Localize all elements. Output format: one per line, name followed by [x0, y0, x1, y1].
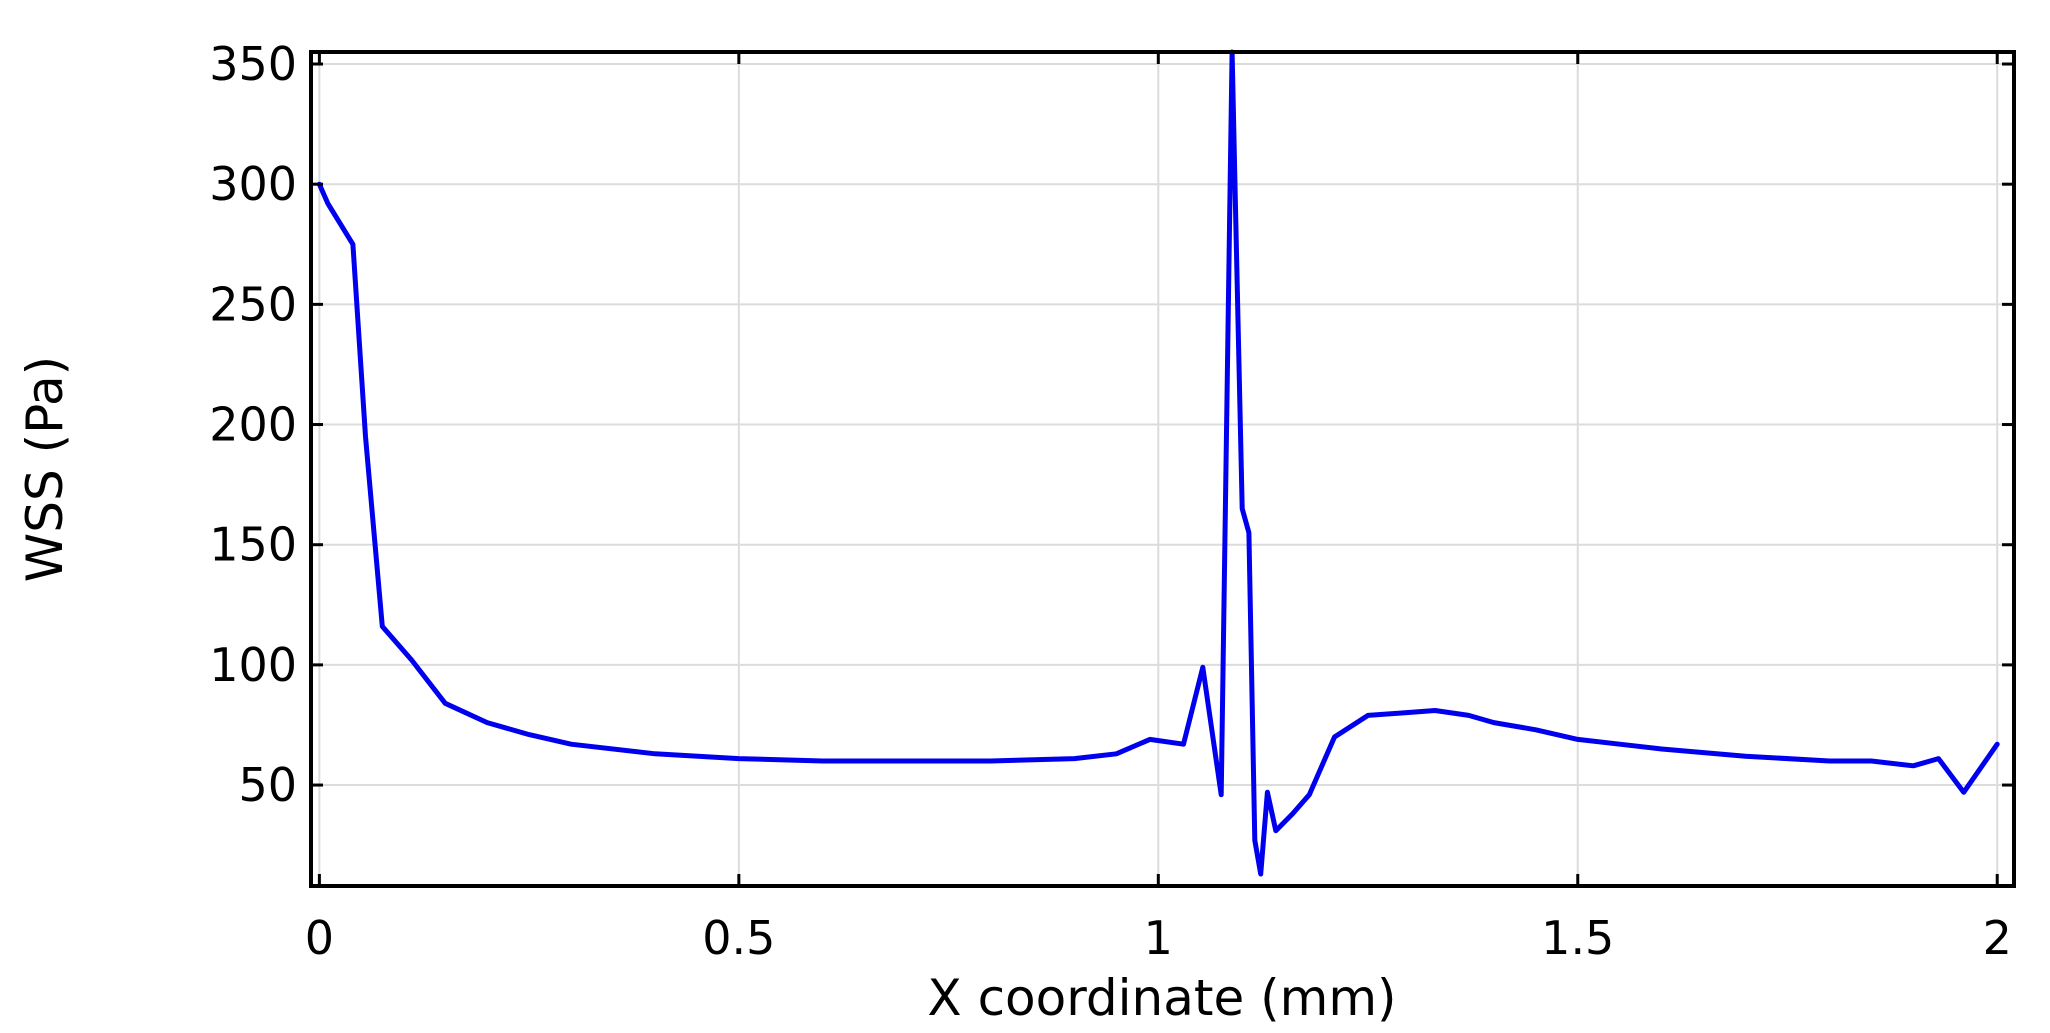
y-tick-label: 100 — [209, 638, 297, 692]
x-tick-labels: 0 0.5 1 1.5 2 — [305, 911, 2012, 965]
y-tick-label: 200 — [209, 398, 297, 452]
y-tick-label: 250 — [209, 277, 297, 331]
tick-marks — [311, 52, 2014, 886]
y-tick-label: 300 — [209, 157, 297, 211]
y-axis-title: WSS (Pa) — [16, 356, 74, 582]
x-tick-label: 0 — [305, 911, 334, 965]
grid-lines — [311, 52, 2014, 886]
series-line — [316, 49, 2000, 877]
x-tick-label: 1 — [1144, 911, 1173, 965]
x-tick-label: 1.5 — [1541, 911, 1614, 965]
y-tick-label: 150 — [209, 518, 297, 572]
x-tick-label: 2 — [1983, 911, 2012, 965]
plot-area-frame — [309, 50, 2016, 888]
x-axis-title: X coordinate (mm) — [927, 969, 1396, 1027]
x-tick-label: 0.5 — [702, 911, 775, 965]
series-group — [316, 49, 2000, 877]
y-tick-labels: 50 100 150 200 250 300 350 — [209, 37, 297, 812]
y-tick-label: 50 — [238, 758, 297, 812]
y-tick-label: 350 — [209, 37, 297, 91]
